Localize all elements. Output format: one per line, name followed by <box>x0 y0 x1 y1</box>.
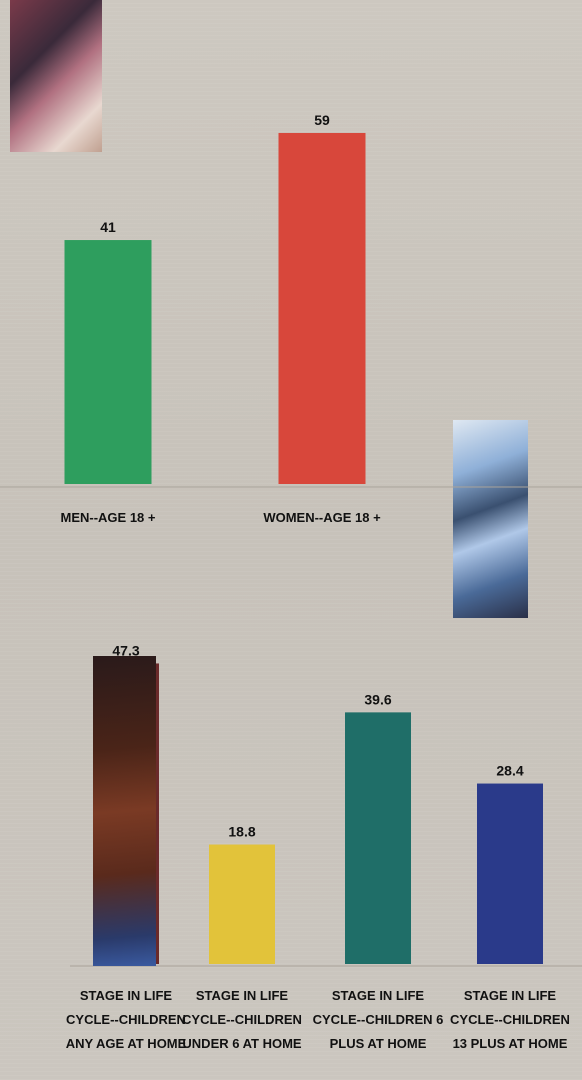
chart-1: 41 MEN--AGE 18 + 59 WOMEN--AGE 18 + <box>0 112 582 525</box>
category-label: WOMEN--AGE 18 + <box>263 510 381 525</box>
bar <box>278 132 366 484</box>
category-label: MEN--AGE 18 + <box>61 510 156 525</box>
bar <box>345 712 411 964</box>
bar <box>64 240 152 484</box>
category-label: STAGE IN LIFE <box>196 988 289 1003</box>
photo-right <box>453 420 528 618</box>
category-label: CYCLE--CHILDREN <box>66 1012 186 1027</box>
data-label: 28.4 <box>496 763 523 779</box>
data-label: 59 <box>314 112 330 128</box>
data-label: 47.3 <box>112 642 139 658</box>
data-label: 39.6 <box>364 691 391 707</box>
category-label: UNDER 6 AT HOME <box>182 1036 302 1051</box>
category-label: CYCLE--CHILDREN <box>450 1012 570 1027</box>
category-label: CYCLE--CHILDREN <box>182 1012 302 1027</box>
category-label: STAGE IN LIFE <box>80 988 173 1003</box>
category-label: 13 PLUS AT HOME <box>453 1036 568 1051</box>
category-label: STAGE IN LIFE <box>332 988 425 1003</box>
portrait-photo-top <box>10 0 102 152</box>
category-label: ANY AGE AT HOME <box>66 1036 187 1051</box>
category-label: STAGE IN LIFE <box>464 988 557 1003</box>
category-label: CYCLE--CHILDREN 6 <box>313 1012 444 1027</box>
photo-overlay-bar <box>93 656 156 966</box>
data-label: 18.8 <box>228 824 255 840</box>
data-label: 41 <box>100 219 116 235</box>
bar <box>477 783 543 964</box>
bar <box>209 844 275 964</box>
category-label: PLUS AT HOME <box>330 1036 427 1051</box>
